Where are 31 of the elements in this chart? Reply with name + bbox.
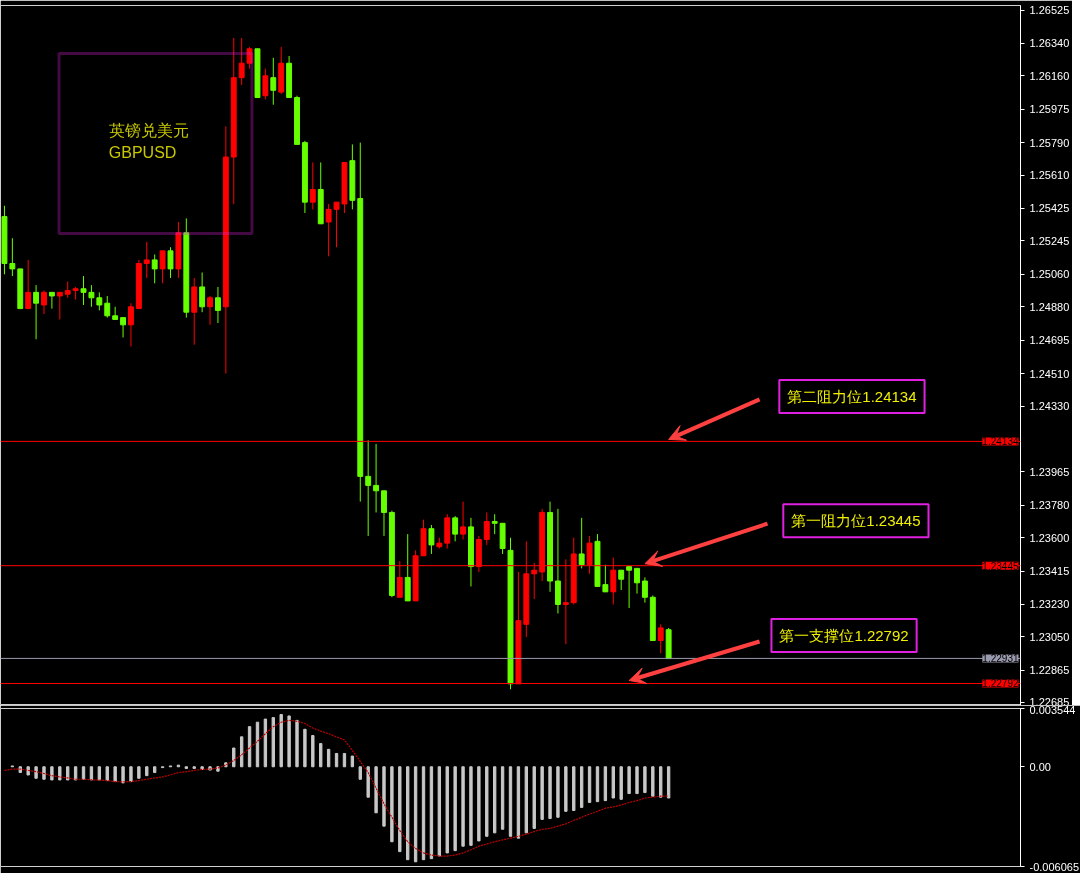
y-tick-label: 1.25060: [1029, 268, 1070, 281]
text: GBPUSD: [108, 144, 177, 161]
y-tick-label: 1.24330: [1029, 400, 1070, 413]
y-tick-label: 1.24695: [1029, 334, 1070, 347]
ref-line-label: 1.22792: [982, 678, 1019, 690]
y-tick-label: 1.26525: [1029, 4, 1070, 17]
y-tick-label: 1.23415: [1029, 565, 1070, 578]
y-tick-label: 1.25790: [1029, 136, 1070, 149]
y-tick-label: 1.24510: [1029, 367, 1070, 380]
annotation: 第一阻力位1.23445: [791, 512, 921, 530]
annotation: 第二阻力位1.24134: [787, 387, 917, 405]
annotation: 第一支撑位1.22792: [779, 626, 909, 644]
y-tick-label: 1.25610: [1029, 169, 1070, 182]
y-tick-label: 1.23230: [1029, 598, 1070, 611]
text: 英镑兑美元: [108, 122, 189, 139]
y-tick-label: 1.23965: [1029, 465, 1070, 478]
y-tick-label: 1.25245: [1029, 234, 1070, 247]
y-tick-label: 1.25975: [1029, 103, 1070, 116]
y-tick-label: 1.23600: [1029, 531, 1070, 544]
y-tick-label: 1.26160: [1029, 69, 1070, 82]
y-tick-label: -0.006065: [1029, 860, 1080, 873]
y-tick-label: 1.26340: [1029, 37, 1070, 50]
ref-line-label: 1.24134: [982, 436, 1019, 448]
ref-line-label: 1.22931: [982, 653, 1019, 665]
y-tick-label: 1.23780: [1029, 499, 1070, 512]
ref-line-label: 1.23445: [982, 560, 1019, 572]
y-tick-label: 1.23050: [1029, 630, 1070, 643]
y-tick-label: 1.24880: [1029, 300, 1070, 313]
y-tick-label: 1.25425: [1029, 202, 1070, 215]
y-tick-label: 1.22865: [1029, 664, 1070, 677]
y-tick-label: 0.00: [1029, 760, 1051, 773]
